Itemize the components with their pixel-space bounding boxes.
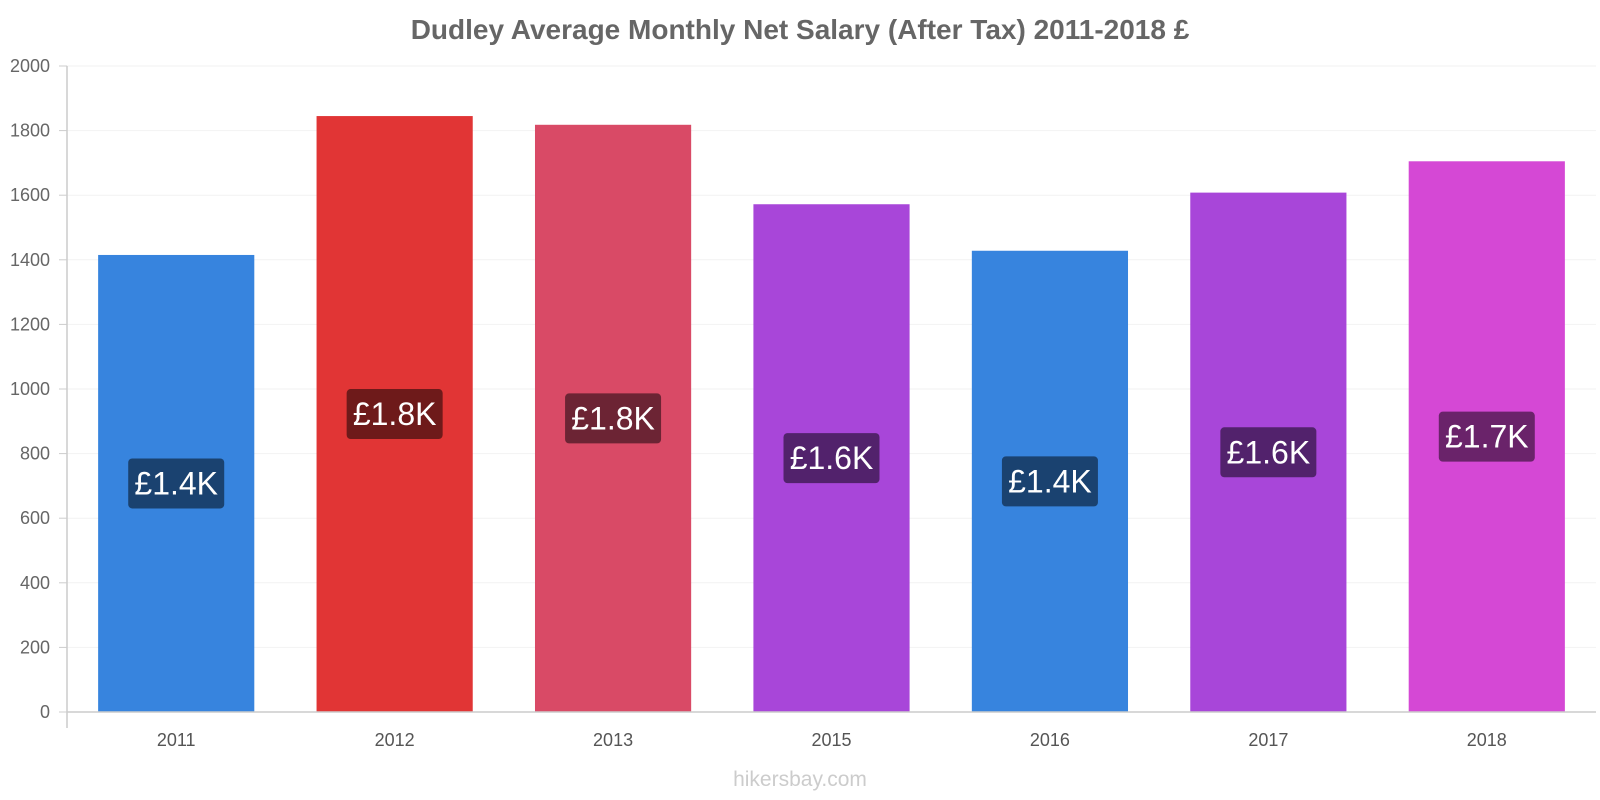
data-label: £1.4K [1008, 463, 1092, 499]
y-tick-label: 1200 [10, 314, 50, 334]
data-label: £1.6K [790, 440, 874, 476]
x-tick-label: 2017 [1248, 730, 1288, 750]
x-tick-label: 2011 [157, 730, 196, 750]
data-labels-layer: £1.4K £1.8K £1.8K £1.6K £1.4K £1.6K £1.7K [128, 389, 1535, 509]
data-label: £1.8K [353, 396, 437, 432]
data-label-box [1220, 427, 1317, 478]
watermark: hikersbay.com [733, 768, 867, 791]
chart-title: Dudley Average Monthly Net Salary (After… [410, 14, 1190, 45]
x-tick-label: 2015 [811, 730, 851, 750]
bars-layer: 2011 2012 2013 2015 2016 2017 2018 [98, 116, 1565, 750]
data-label: £1.8K [571, 400, 655, 436]
data-label: £1.7K [1445, 419, 1529, 455]
data-label-box [1438, 411, 1535, 462]
axis-layer [66, 66, 1596, 728]
y-tick-label: 2000 [10, 56, 50, 76]
y-tick-label: 200 [20, 637, 50, 657]
data-label-box [565, 393, 662, 444]
x-tick-label: 2016 [1030, 730, 1070, 750]
y-tick-label: 800 [20, 444, 50, 464]
x-tick-label: 2018 [1467, 730, 1507, 750]
y-tick-label: 600 [20, 508, 50, 528]
x-tick-label: 2012 [375, 730, 415, 750]
y-tick-label: 1000 [10, 379, 50, 399]
y-tick-label: 1400 [10, 250, 50, 270]
data-label: £1.6K [1227, 434, 1311, 470]
y-tick-label: 0 [40, 702, 50, 722]
data-label-box [346, 389, 443, 440]
y-tick-label: 1800 [10, 121, 50, 141]
x-tick-label: 2013 [593, 730, 633, 750]
data-label-box [1001, 456, 1098, 507]
y-tick-label: 1600 [10, 185, 50, 205]
data-label-box [128, 458, 225, 509]
data-label: £1.4K [134, 465, 218, 501]
data-label-box [783, 433, 880, 484]
y-tick-label: 400 [20, 573, 50, 593]
